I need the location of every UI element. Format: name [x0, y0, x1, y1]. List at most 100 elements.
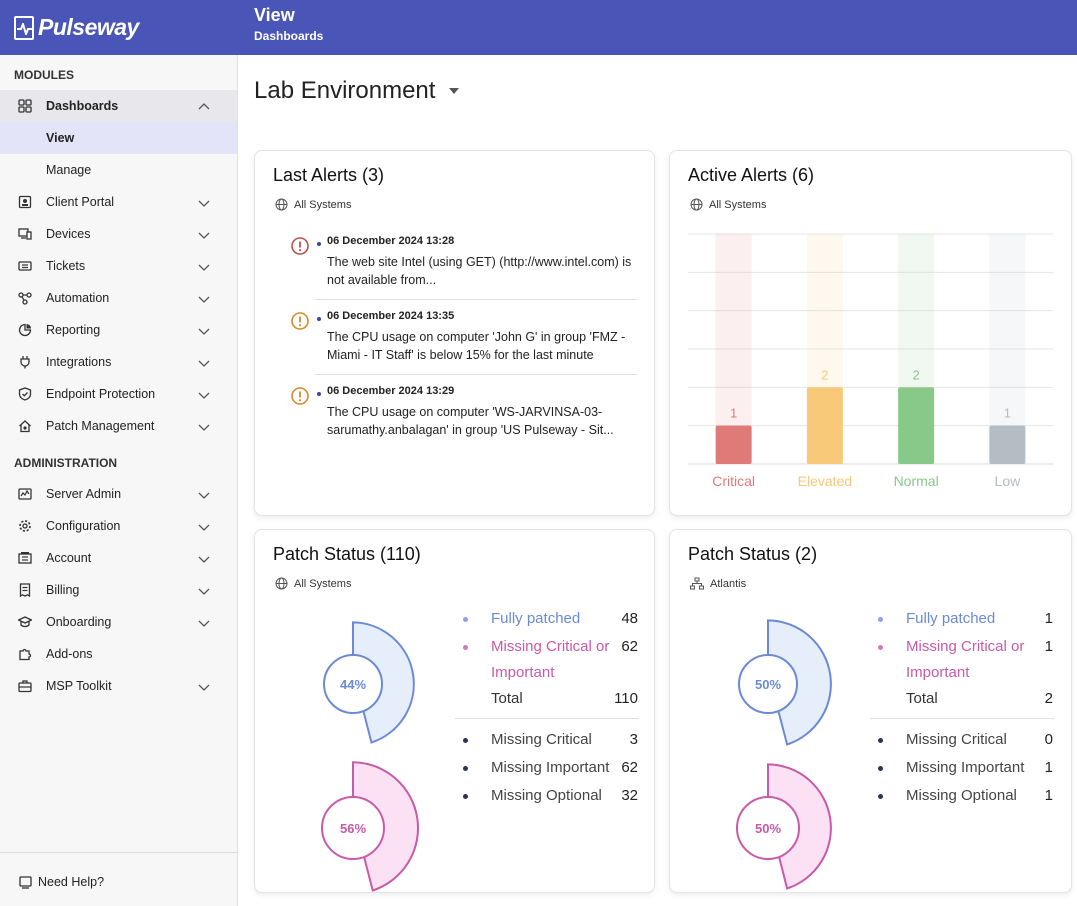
- sidebar-item-account[interactable]: Account: [0, 542, 237, 574]
- sidebar-item-integrations[interactable]: Integrations: [0, 346, 237, 378]
- patch-status-title: Patch Status (110): [273, 544, 421, 564]
- legend-bullet: [463, 738, 468, 743]
- patch-donut-charts: 44% 56%: [321, 621, 419, 892]
- sidebar-subitem-manage[interactable]: Manage: [0, 154, 237, 186]
- gear-icon: [19, 520, 31, 532]
- sidebar-subitem-view[interactable]: View: [0, 122, 237, 154]
- legend-value: 1: [1044, 638, 1053, 655]
- chevron-down-icon: [198, 360, 210, 367]
- patch-donut-charts: 50% 50%: [736, 619, 832, 890]
- caret-down-icon: [449, 88, 460, 94]
- patch-status-scope: All Systems: [275, 577, 351, 590]
- devices-icon: [18, 228, 32, 240]
- alert-text: The CPU usage on computer 'John G' in gr…: [327, 330, 626, 362]
- bar-value-label: 2: [913, 367, 920, 382]
- sidebar-item-devices[interactable]: Devices: [0, 218, 237, 250]
- sidebar-item-label: Endpoint Protection: [46, 387, 156, 401]
- alert-item[interactable]: 06 December 2024 13:35 The CPU usage on …: [291, 310, 639, 370]
- top-bar: Pulseway View Dashboards: [0, 0, 1077, 55]
- alert-item[interactable]: 06 December 2024 13:29 The CPU usage on …: [291, 385, 639, 445]
- legend-value: 32: [621, 787, 638, 804]
- legend-fully-patched: Fully patched 48: [463, 606, 638, 632]
- billing-icon: [19, 583, 31, 597]
- sidebar-item-label: Account: [46, 551, 92, 565]
- sidebar-item-server-admin[interactable]: Server Admin: [0, 478, 237, 510]
- missing-donut: [736, 763, 832, 890]
- sidebar-item-client-portal[interactable]: Client Portal: [0, 186, 237, 218]
- page-title: View: [254, 5, 295, 25]
- legend-value: 48: [621, 610, 638, 627]
- sidebar-item-label: MSP Toolkit: [46, 679, 112, 693]
- legend-divider: [455, 718, 639, 719]
- chevron-down-icon: [198, 232, 210, 239]
- sidebar-item-label: View: [46, 131, 75, 145]
- bar-low: [989, 425, 1026, 464]
- legend-label: Missing Critical: [491, 731, 592, 748]
- legend-total: Total 2: [878, 686, 1053, 712]
- chevron-down-icon: [198, 392, 210, 399]
- chevron-down-icon: [198, 620, 210, 627]
- last-alerts-title: Last Alerts (3): [273, 165, 385, 185]
- category-label: Low: [995, 473, 1022, 489]
- sidebar-item-label: Patch Management: [46, 419, 155, 433]
- sidebar-item-reporting[interactable]: Reporting: [0, 314, 237, 346]
- scope-label: Atlantis: [710, 577, 747, 590]
- globe-icon: [275, 577, 288, 590]
- sidebar-item-automation[interactable]: Automation: [0, 282, 237, 314]
- sidebar-item-configuration[interactable]: Configuration: [0, 510, 237, 542]
- alert-warning-icon: [291, 237, 309, 255]
- sidebar-item-dashboards[interactable]: Dashboards: [0, 90, 237, 122]
- chevron-down-icon: [198, 492, 210, 499]
- sidebar-item-label: Devices: [46, 227, 91, 241]
- legend-missing-critical-important: Missing Critical or Important 1: [878, 634, 1053, 686]
- active-alerts-title: Active Alerts (6): [688, 165, 815, 185]
- sidebar-item-label: Onboarding: [46, 615, 112, 629]
- portal-icon: [18, 195, 32, 209]
- sidebar-item-label: Integrations: [46, 355, 112, 369]
- account-icon: [18, 552, 32, 564]
- environment-selector[interactable]: Lab Environment: [254, 77, 460, 105]
- sidebar-item-endpoint-protection[interactable]: Endpoint Protection: [0, 378, 237, 410]
- sidebar-item-msp-toolkit[interactable]: MSP Toolkit: [0, 670, 237, 702]
- alert-divider: [315, 299, 637, 300]
- legend-label: Total: [491, 690, 523, 707]
- bar-elevated: [806, 387, 843, 464]
- globe-icon: [690, 198, 703, 211]
- help-icon: [19, 876, 32, 889]
- alert-item[interactable]: 06 December 2024 13:28 The web site Inte…: [291, 235, 639, 295]
- legend-missing-critical-important: Missing Critical or Important 62: [463, 634, 638, 686]
- chevron-down-icon: [198, 328, 210, 335]
- sidebar-item-label: Billing: [46, 583, 80, 597]
- sidebar-item-tickets[interactable]: Tickets: [0, 250, 237, 282]
- legend-bullet: [878, 766, 883, 771]
- sidebar-item-label: Client Portal: [46, 195, 115, 209]
- chevron-down-icon: [198, 556, 210, 563]
- legend-value: 62: [621, 638, 638, 655]
- missing-percent-label: 56%: [340, 821, 366, 836]
- legend-label: Missing Optional: [491, 787, 602, 804]
- patch-status-all-card: Patch Status (110) All Systems 44% 56% Fu…: [254, 529, 655, 893]
- pulseway-logo[interactable]: Pulseway: [14, 14, 139, 41]
- patch-status-title: Patch Status (2): [688, 544, 818, 564]
- brand-name: Pulseway: [38, 14, 139, 40]
- alert-date: 06 December 2024 13:35: [327, 310, 455, 322]
- bar-value-label: 2: [821, 367, 828, 382]
- legend-label: Missing Optional: [906, 787, 1017, 804]
- active-alerts-card: Active Alerts (6) All Systems 1 Critical 2…: [669, 150, 1072, 516]
- need-help-link[interactable]: Need Help?: [0, 852, 237, 906]
- legend-missing-critical: Missing Critical 0: [878, 727, 1053, 753]
- sidebar-item-billing[interactable]: Billing: [0, 574, 237, 606]
- sidebar-item-patch-management[interactable]: Patch Management: [0, 410, 237, 442]
- server-icon: [18, 488, 32, 500]
- legend-missing-critical: Missing Critical 3: [463, 727, 638, 753]
- sidebar-item-onboarding[interactable]: Onboarding: [0, 606, 237, 638]
- bar-value-label: 1: [1004, 406, 1011, 421]
- sidebar-item-add-ons[interactable]: Add-ons: [0, 638, 237, 670]
- chevron-down-icon: [198, 524, 210, 531]
- legend-value: 110: [614, 690, 638, 707]
- category-label: Critical: [712, 473, 755, 489]
- modules-section-title: MODULES: [14, 68, 74, 82]
- alert-text: The CPU usage on computer 'WS-JARVINSA-0…: [327, 405, 614, 437]
- main-content: Lab Environment Last Alerts (3) All Syst…: [238, 55, 1077, 906]
- missing-percent-label: 50%: [755, 821, 781, 836]
